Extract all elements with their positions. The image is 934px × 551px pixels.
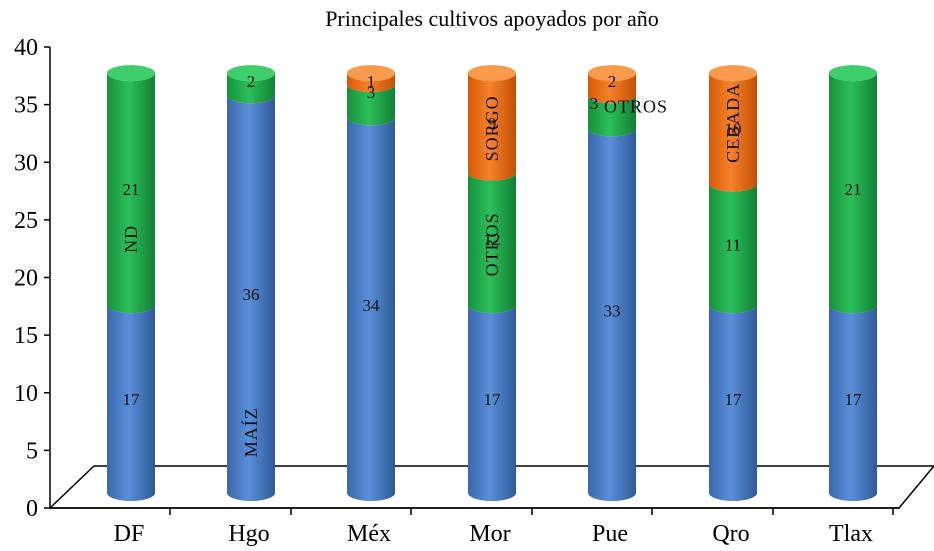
- y-tick-label: 40: [14, 35, 38, 61]
- data-label: 36: [243, 285, 260, 304]
- y-tick-label: 0: [26, 496, 38, 522]
- bar-top-cap: [347, 65, 395, 82]
- bar-segment-series-3: [588, 73, 636, 104]
- data-label: 12: [484, 230, 501, 249]
- bar-segment-series-1: [468, 305, 516, 501]
- x-tick-label: DF: [114, 521, 145, 547]
- bar-segment-series-2: [347, 84, 395, 126]
- data-label: 17: [845, 390, 863, 409]
- bar-top-cap: [709, 65, 757, 82]
- bar-segment-series-2: [829, 73, 877, 314]
- bar-segment-series-2: [107, 73, 155, 314]
- x-tick-label: Hgo: [228, 521, 269, 547]
- x-tick-label: Tlax: [829, 521, 873, 547]
- bar-top-cap: [588, 65, 636, 82]
- data-label: 17: [484, 390, 502, 409]
- bar-top-cap: [468, 65, 516, 82]
- bar-top-cap: [107, 65, 155, 82]
- chart-title: Principales cultivos apoyados por año: [325, 6, 659, 31]
- bar-segment-series-3: [709, 73, 757, 192]
- x-tick-label: Pue: [592, 521, 628, 547]
- data-label: 1: [367, 72, 376, 91]
- bar-segment-series-1: [107, 305, 155, 501]
- bar-segment-series-2: [468, 172, 516, 314]
- annotation-label: SORGO: [482, 95, 502, 161]
- annotation-label: CEBADA: [723, 83, 743, 163]
- bars: [107, 65, 877, 502]
- data-label: 33: [604, 302, 621, 321]
- bar-top-cap: [227, 65, 275, 82]
- y-tick-label: 25: [14, 208, 38, 234]
- data-label: 21: [845, 180, 862, 199]
- data-label: 11: [725, 235, 741, 254]
- x-tick-label: Qro: [712, 521, 749, 547]
- data-label: 10: [725, 119, 742, 138]
- bar-segment-series-1: [829, 305, 877, 501]
- data-label: 17: [725, 390, 743, 409]
- x-tick-label: Mor: [469, 521, 510, 547]
- bar-segment-series-1: [227, 95, 275, 501]
- annotation-label: ND: [121, 225, 141, 253]
- y-tick-label: 15: [14, 323, 38, 349]
- bar-segment-series-2: [709, 183, 757, 314]
- x-tick-label: Méx: [347, 521, 391, 547]
- bar-segment-series-3: [468, 73, 516, 181]
- data-label: 3: [367, 83, 376, 102]
- data-label: 2: [608, 72, 617, 91]
- data-label: 21: [123, 180, 140, 199]
- data-label: 34: [363, 296, 381, 315]
- bar-segment-series-2: [227, 73, 275, 104]
- data-label: 3: [590, 94, 599, 113]
- annotation-label: MAÍZ: [240, 407, 261, 457]
- bar-segment-series-1: [588, 128, 636, 501]
- annotation-label: OTROS: [482, 212, 502, 276]
- bar-segment-series-1: [347, 117, 395, 502]
- annotation-label: OTROS: [604, 96, 668, 116]
- axes: 0 5 10 15 20 25 30 35 40 DF Hgo Méx Mor Pue Qro Tlax: [14, 35, 900, 547]
- bar-segment-series-2: [588, 95, 636, 137]
- y-tick-label: 10: [14, 381, 38, 407]
- bar-segment-series-3: [347, 73, 395, 93]
- bar-segment-series-1: [709, 305, 757, 501]
- bar-top-cap: [829, 65, 877, 82]
- data-label: 17: [123, 390, 141, 409]
- data-label: 2: [247, 72, 256, 91]
- y-tick-label: 5: [26, 438, 38, 464]
- data-label: 9: [488, 114, 497, 133]
- y-tick-label: 30: [14, 150, 38, 176]
- y-tick-label: 35: [14, 93, 38, 119]
- y-tick-label: 20: [14, 266, 38, 292]
- data-labels: 172136234311712933321711101721NDMAÍZOTRO…: [121, 72, 862, 457]
